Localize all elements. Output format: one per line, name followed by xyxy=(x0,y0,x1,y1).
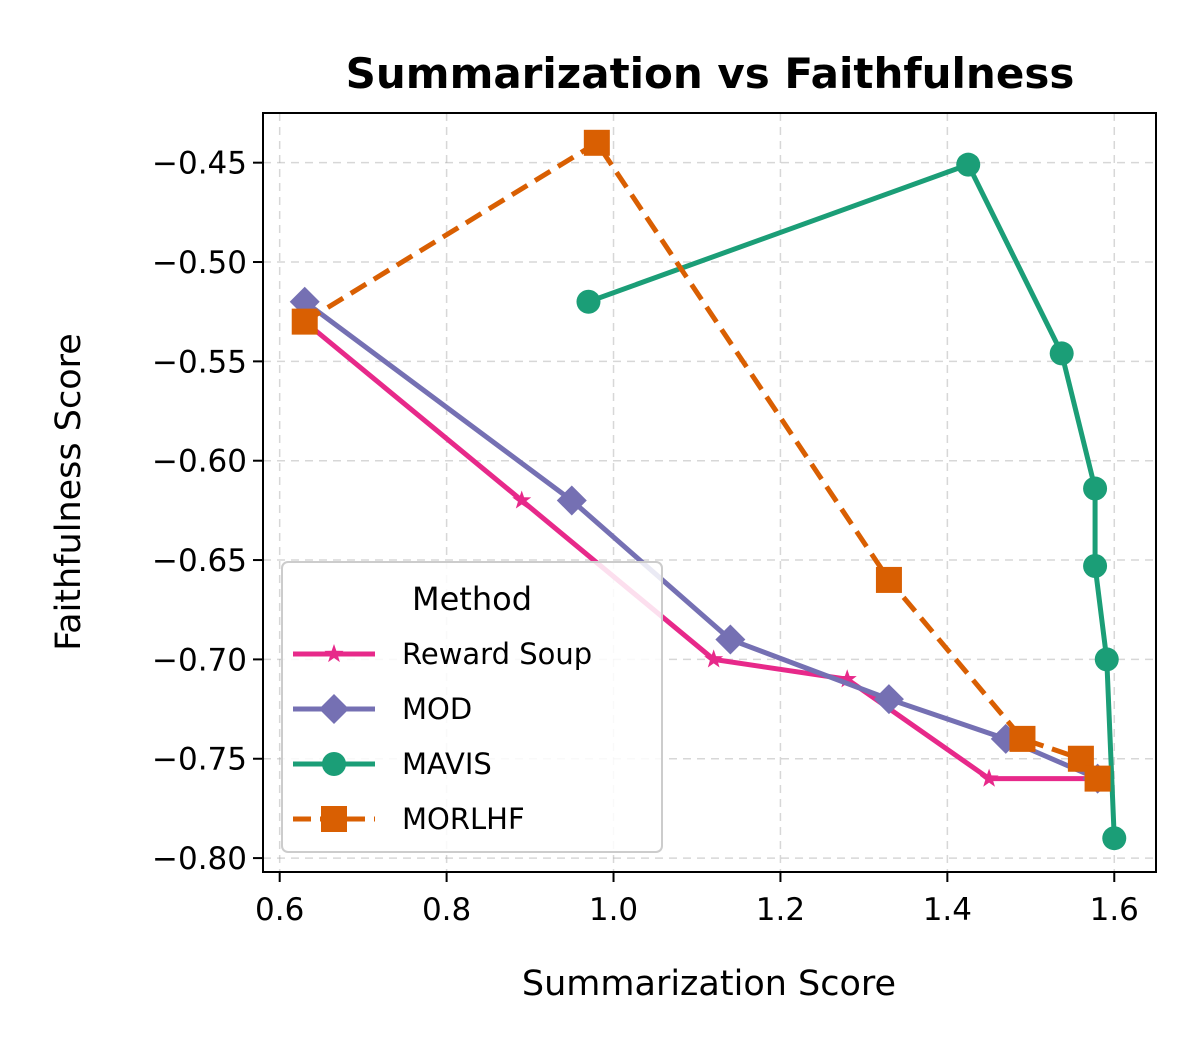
legend-item-reward-soup: Reward Soup xyxy=(293,637,592,671)
y-tick-label: −0.55 xyxy=(152,344,247,380)
data-point-morlhf xyxy=(1084,765,1111,792)
chart-title: Summarization vs Faithfulness xyxy=(346,49,1075,98)
legend-marker-morlhf xyxy=(321,806,347,832)
legend-label-mavis: MAVIS xyxy=(402,747,492,781)
data-point-mavis xyxy=(1049,341,1074,366)
legend: Method Reward Soup MOD MAVIS MORLHF xyxy=(281,561,663,853)
data-point-reward-soup xyxy=(512,490,532,509)
y-tick-label: −0.45 xyxy=(152,146,247,182)
data-point-mod xyxy=(873,684,904,715)
legend-label-reward-soup: Reward Soup xyxy=(402,637,592,671)
legend-marker-mod xyxy=(319,694,349,724)
x-axis: 0.6 0.8 1.0 1.2 1.4 1.6 xyxy=(255,872,1139,928)
legend-title: Method xyxy=(412,580,532,618)
y-axis: −0.45 −0.50 −0.55 −0.60 −0.65 −0.70 −0.75 −0.80 xyxy=(152,146,263,877)
y-tick-label: −0.75 xyxy=(152,742,247,778)
y-tick-label: −0.65 xyxy=(152,543,247,579)
legend-marker-reward-soup xyxy=(324,644,344,663)
legend-items: Reward Soup MOD MAVIS MORLHF xyxy=(293,637,592,836)
x-tick-label: 0.6 xyxy=(255,892,304,928)
data-point-reward-soup xyxy=(837,669,857,688)
data-point-reward-soup xyxy=(704,649,724,668)
x-axis-label: Summarization Score xyxy=(522,964,896,1004)
data-point-mavis xyxy=(1083,476,1108,501)
data-point-mavis xyxy=(1102,826,1127,851)
plot-frame xyxy=(262,112,1157,873)
x-tick-label: 1.2 xyxy=(756,892,805,928)
legend-frame xyxy=(281,561,663,853)
data-point-reward-soup xyxy=(979,768,999,787)
series-mavis xyxy=(576,152,1127,851)
data-point-morlhf xyxy=(1009,725,1036,752)
data-point-mavis xyxy=(1083,554,1108,579)
data-point-mavis xyxy=(956,152,981,177)
x-tick-label: 1.6 xyxy=(1090,892,1139,928)
legend-item-morlhf: MORLHF xyxy=(293,802,525,836)
series-morlhf xyxy=(291,129,1111,792)
legend-item-mavis: MAVIS xyxy=(293,747,492,781)
data-point-mavis xyxy=(576,289,601,314)
series-layer xyxy=(289,129,1127,851)
data-point-morlhf xyxy=(583,129,610,156)
data-point-morlhf xyxy=(875,566,902,593)
y-tick-label: −0.60 xyxy=(152,444,247,480)
y-axis-label: Faithfulness Score xyxy=(49,333,89,651)
legend-item-mod: MOD xyxy=(293,692,472,726)
x-tick-label: 1.4 xyxy=(923,892,972,928)
x-tick-label: 1.0 xyxy=(589,892,638,928)
y-tick-label: −0.70 xyxy=(152,642,247,678)
data-point-mod xyxy=(556,485,587,516)
series-line-reward-soup xyxy=(303,319,1098,782)
legend-label-morlhf: MORLHF xyxy=(402,802,525,836)
legend-marker-mavis xyxy=(322,752,346,776)
y-tick-label: −0.50 xyxy=(152,245,247,281)
legend-label-mod: MOD xyxy=(402,692,472,726)
data-point-mod xyxy=(715,624,746,655)
data-point-morlhf xyxy=(291,308,318,335)
y-tick-label: −0.80 xyxy=(152,841,247,877)
data-point-mavis xyxy=(1094,647,1119,672)
grid-layer xyxy=(263,113,1156,872)
x-tick-label: 0.8 xyxy=(422,892,471,928)
